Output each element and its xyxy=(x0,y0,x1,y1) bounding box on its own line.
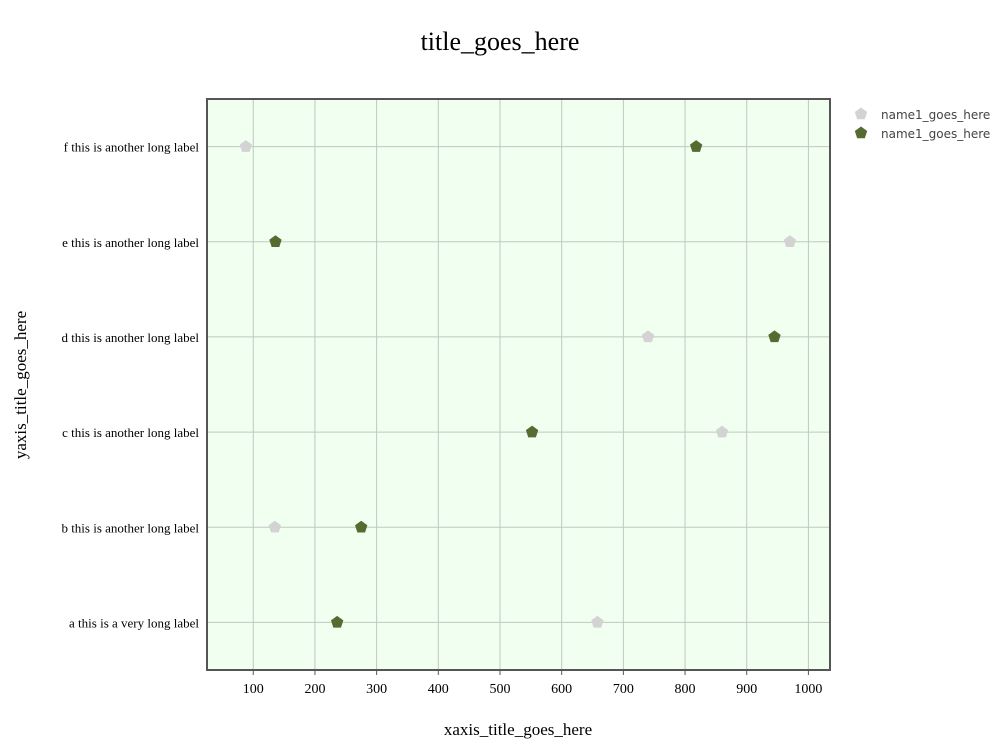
series-1-point xyxy=(239,140,253,152)
y-tick-label: f this is another long label xyxy=(64,140,200,155)
y-axis-ticks: a this is a very long label b this is ano… xyxy=(61,140,199,631)
series-1-point xyxy=(591,615,604,628)
series-2-point xyxy=(355,520,368,533)
x-tick-label: 900 xyxy=(736,682,757,697)
series-1-point xyxy=(715,425,729,438)
y-tick-label: c this is another long label xyxy=(62,425,199,440)
series-2-point xyxy=(269,235,282,248)
series-2-point xyxy=(689,140,703,152)
legend-marker xyxy=(854,126,868,139)
legend: name1_goes_here name1_goes_here xyxy=(854,107,990,141)
y-tick-label: e this is another long label xyxy=(62,235,199,250)
y-tick-label: b this is another long label xyxy=(61,520,199,535)
y-axis-title: yaxis_title_goes_here xyxy=(11,311,30,459)
series-2-point xyxy=(768,330,781,343)
y-tick-label: d this is another long label xyxy=(61,330,199,345)
x-tick-label: 600 xyxy=(551,682,572,697)
x-tick-label: 200 xyxy=(304,682,325,697)
series-1-point xyxy=(268,520,282,533)
x-axis-ticks: 100 200 300 400 500 600 700 800 900 1000 xyxy=(243,670,822,697)
x-tick-label: 700 xyxy=(613,682,634,697)
legend-label: name1_goes_here xyxy=(881,127,990,141)
x-tick-label: 1000 xyxy=(794,682,822,697)
plot-frame xyxy=(206,98,831,671)
x-gridlines xyxy=(252,99,809,670)
y-tick-label: a this is a very long label xyxy=(69,615,199,630)
plot-area xyxy=(207,99,830,670)
chart-title: title_goes_here xyxy=(421,27,580,56)
x-tick-label: 400 xyxy=(428,682,449,697)
x-tick-label: 300 xyxy=(366,682,387,697)
x-axis-title: xaxis_title_goes_here xyxy=(444,720,592,739)
legend-label: name1_goes_here xyxy=(881,108,990,122)
x-tick-label: 800 xyxy=(675,682,696,697)
legend-marker xyxy=(854,107,868,120)
series-2-point xyxy=(525,425,539,438)
x-tick-label: 100 xyxy=(243,682,264,697)
x-tick-label: 500 xyxy=(489,682,510,697)
series-1-point xyxy=(641,330,655,343)
series-2-point xyxy=(330,615,344,628)
data-points xyxy=(239,140,797,628)
series-1-point xyxy=(783,235,797,248)
